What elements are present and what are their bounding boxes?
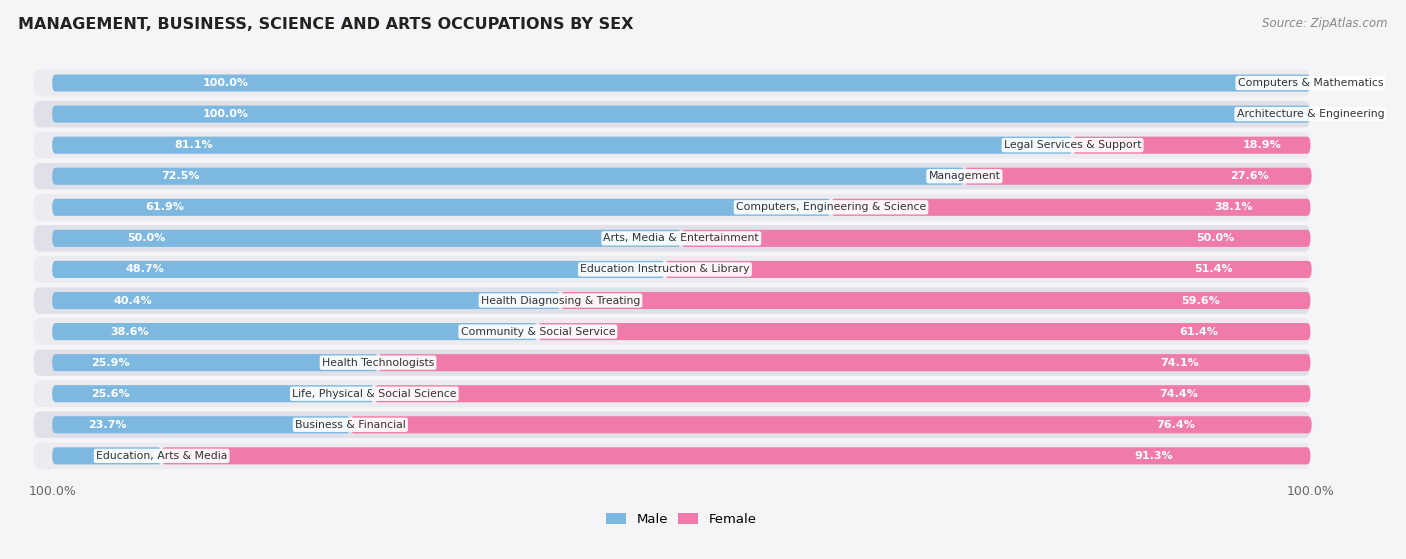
Text: Arts, Media & Entertainment: Arts, Media & Entertainment [603, 233, 759, 243]
Text: Community & Social Service: Community & Social Service [461, 326, 616, 337]
FancyBboxPatch shape [538, 323, 1310, 340]
Text: 48.7%: 48.7% [125, 264, 165, 274]
FancyBboxPatch shape [682, 230, 1310, 247]
Text: 76.4%: 76.4% [1156, 420, 1195, 430]
Text: 81.1%: 81.1% [174, 140, 214, 150]
FancyBboxPatch shape [52, 199, 831, 216]
Text: 50.0%: 50.0% [128, 233, 166, 243]
Text: 50.0%: 50.0% [1197, 233, 1234, 243]
Text: Management: Management [928, 171, 1000, 181]
FancyBboxPatch shape [34, 163, 1310, 190]
FancyBboxPatch shape [52, 230, 682, 247]
FancyBboxPatch shape [1073, 136, 1310, 154]
Text: 91.3%: 91.3% [1133, 451, 1173, 461]
FancyBboxPatch shape [34, 443, 1310, 469]
FancyBboxPatch shape [34, 287, 1310, 314]
FancyBboxPatch shape [52, 385, 374, 402]
FancyBboxPatch shape [52, 74, 1310, 92]
FancyBboxPatch shape [34, 381, 1310, 407]
FancyBboxPatch shape [34, 319, 1310, 345]
Text: 100.0%: 100.0% [204, 109, 249, 119]
FancyBboxPatch shape [52, 416, 350, 433]
Text: 74.4%: 74.4% [1159, 389, 1198, 399]
FancyBboxPatch shape [34, 194, 1310, 220]
FancyBboxPatch shape [34, 132, 1310, 158]
FancyBboxPatch shape [52, 354, 378, 371]
FancyBboxPatch shape [52, 261, 665, 278]
FancyBboxPatch shape [162, 447, 1310, 465]
Text: 59.6%: 59.6% [1181, 296, 1220, 306]
FancyBboxPatch shape [34, 225, 1310, 252]
Text: 23.7%: 23.7% [89, 420, 127, 430]
Text: 25.6%: 25.6% [91, 389, 129, 399]
FancyBboxPatch shape [34, 101, 1310, 127]
FancyBboxPatch shape [965, 168, 1312, 185]
Text: Computers & Mathematics: Computers & Mathematics [1237, 78, 1384, 88]
Text: 51.4%: 51.4% [1194, 264, 1233, 274]
Text: Legal Services & Support: Legal Services & Support [1004, 140, 1142, 150]
Text: 25.9%: 25.9% [91, 358, 129, 368]
Text: Business & Financial: Business & Financial [295, 420, 406, 430]
FancyBboxPatch shape [52, 168, 965, 185]
FancyBboxPatch shape [52, 447, 162, 465]
Text: 40.4%: 40.4% [114, 296, 152, 306]
Text: 100.0%: 100.0% [204, 78, 249, 88]
Text: Education Instruction & Library: Education Instruction & Library [581, 264, 749, 274]
FancyBboxPatch shape [34, 256, 1310, 283]
FancyBboxPatch shape [378, 354, 1310, 371]
Text: 18.9%: 18.9% [1243, 140, 1282, 150]
FancyBboxPatch shape [350, 416, 1312, 433]
FancyBboxPatch shape [34, 349, 1310, 376]
Text: 8.7%: 8.7% [127, 451, 156, 461]
FancyBboxPatch shape [561, 292, 1310, 309]
FancyBboxPatch shape [34, 70, 1310, 96]
FancyBboxPatch shape [34, 411, 1310, 438]
Text: 38.6%: 38.6% [111, 326, 149, 337]
Text: 27.6%: 27.6% [1230, 171, 1268, 181]
Text: Life, Physical & Social Science: Life, Physical & Social Science [292, 389, 457, 399]
Text: 61.9%: 61.9% [146, 202, 184, 212]
FancyBboxPatch shape [665, 261, 1312, 278]
FancyBboxPatch shape [52, 323, 538, 340]
Text: 72.5%: 72.5% [162, 171, 200, 181]
Legend: Male, Female: Male, Female [600, 508, 762, 531]
Text: 38.1%: 38.1% [1215, 202, 1253, 212]
Text: MANAGEMENT, BUSINESS, SCIENCE AND ARTS OCCUPATIONS BY SEX: MANAGEMENT, BUSINESS, SCIENCE AND ARTS O… [18, 17, 634, 32]
Text: Health Technologists: Health Technologists [322, 358, 434, 368]
Text: Architecture & Engineering: Architecture & Engineering [1237, 109, 1385, 119]
FancyBboxPatch shape [52, 136, 1073, 154]
FancyBboxPatch shape [52, 292, 561, 309]
Text: 61.4%: 61.4% [1178, 326, 1218, 337]
Text: Source: ZipAtlas.com: Source: ZipAtlas.com [1263, 17, 1388, 30]
Text: Computers, Engineering & Science: Computers, Engineering & Science [735, 202, 927, 212]
Text: Health Diagnosing & Treating: Health Diagnosing & Treating [481, 296, 640, 306]
FancyBboxPatch shape [831, 199, 1310, 216]
Text: 74.1%: 74.1% [1160, 358, 1198, 368]
FancyBboxPatch shape [374, 385, 1310, 402]
FancyBboxPatch shape [52, 106, 1310, 122]
Text: Education, Arts & Media: Education, Arts & Media [96, 451, 228, 461]
